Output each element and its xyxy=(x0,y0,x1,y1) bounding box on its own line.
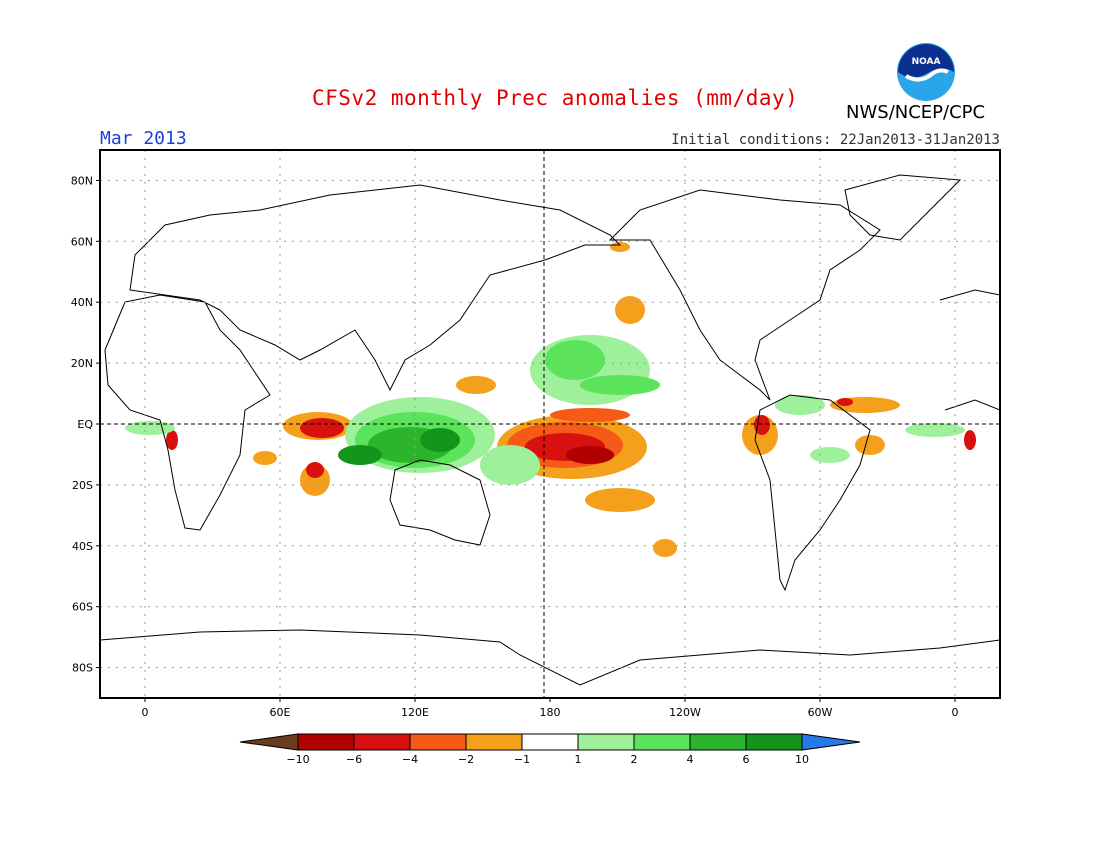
colorbar-low-arrow xyxy=(239,733,299,751)
colorbar-tick-label: 1 xyxy=(575,753,582,766)
lon-axis: 0 60E 120E 180 120W 60W 0 xyxy=(142,698,959,719)
initial-conditions: Initial conditions: 22Jan2013-31Jan2013 xyxy=(671,132,1000,148)
lon-label: 0 xyxy=(952,706,959,719)
colorbar-tick-label: 10 xyxy=(795,753,809,766)
lat-label: 60N xyxy=(71,235,93,248)
colorbar-swatch xyxy=(521,733,579,751)
colorbar-tick-label: −2 xyxy=(458,753,474,766)
lat-label: 60S xyxy=(72,601,93,614)
colorbar-swatch xyxy=(353,733,411,751)
agency-label: NWS/NCEP/CPC xyxy=(846,102,986,123)
colorbar-swatch xyxy=(409,733,467,751)
colorbar-tick-label: −4 xyxy=(402,753,418,766)
graticule xyxy=(100,150,1000,698)
colorbar-swatch xyxy=(297,733,355,751)
colorbar-tick-label: −10 xyxy=(286,753,309,766)
colorbar-swatch xyxy=(465,733,523,751)
colorbar-swatch xyxy=(689,733,747,751)
lon-label: 60W xyxy=(808,706,833,719)
lat-label: 80S xyxy=(72,662,93,675)
lat-label: 80N xyxy=(71,174,93,187)
lat-label: 20N xyxy=(71,357,93,370)
logo-text: NOAA xyxy=(912,57,941,67)
lat-axis: 80N 60N 40N 20N EQ 20S 40S 60S 80S xyxy=(71,174,100,675)
colorbar-tick-label: −1 xyxy=(514,753,530,766)
lon-label: 180 xyxy=(540,706,561,719)
colorbar-swatch xyxy=(633,733,691,751)
lat-label: 40N xyxy=(71,296,93,309)
colorbar-swatch xyxy=(745,733,803,751)
map-title: CFSv2 monthly Prec anomalies (mm/day) xyxy=(312,86,799,110)
forecast-month: Mar 2013 xyxy=(100,128,187,149)
lat-label: 20S xyxy=(72,479,93,492)
colorbar-swatch xyxy=(577,733,635,751)
lon-label: 60E xyxy=(270,706,291,719)
lat-label: EQ xyxy=(77,418,93,431)
lon-label: 120E xyxy=(401,706,429,719)
anomaly-fill-layer xyxy=(125,242,976,557)
colorbar-tick-label: 6 xyxy=(743,753,750,766)
lon-label: 120W xyxy=(669,706,701,719)
lon-label: 0 xyxy=(142,706,149,719)
colorbar: −10 −6 −4 −2 −1 1 2 4 6 10 xyxy=(239,733,861,766)
colorbar-tick-label: −6 xyxy=(346,753,362,766)
map-frame xyxy=(99,149,1001,699)
coastline-layer xyxy=(100,174,1000,686)
lat-label: 40S xyxy=(72,540,93,553)
colorbar-tick-label: 2 xyxy=(631,753,638,766)
colorbar-tick-label: 4 xyxy=(687,753,694,766)
colorbar-high-arrow xyxy=(801,733,861,751)
noaa-logo-icon: NOAA xyxy=(897,43,955,101)
